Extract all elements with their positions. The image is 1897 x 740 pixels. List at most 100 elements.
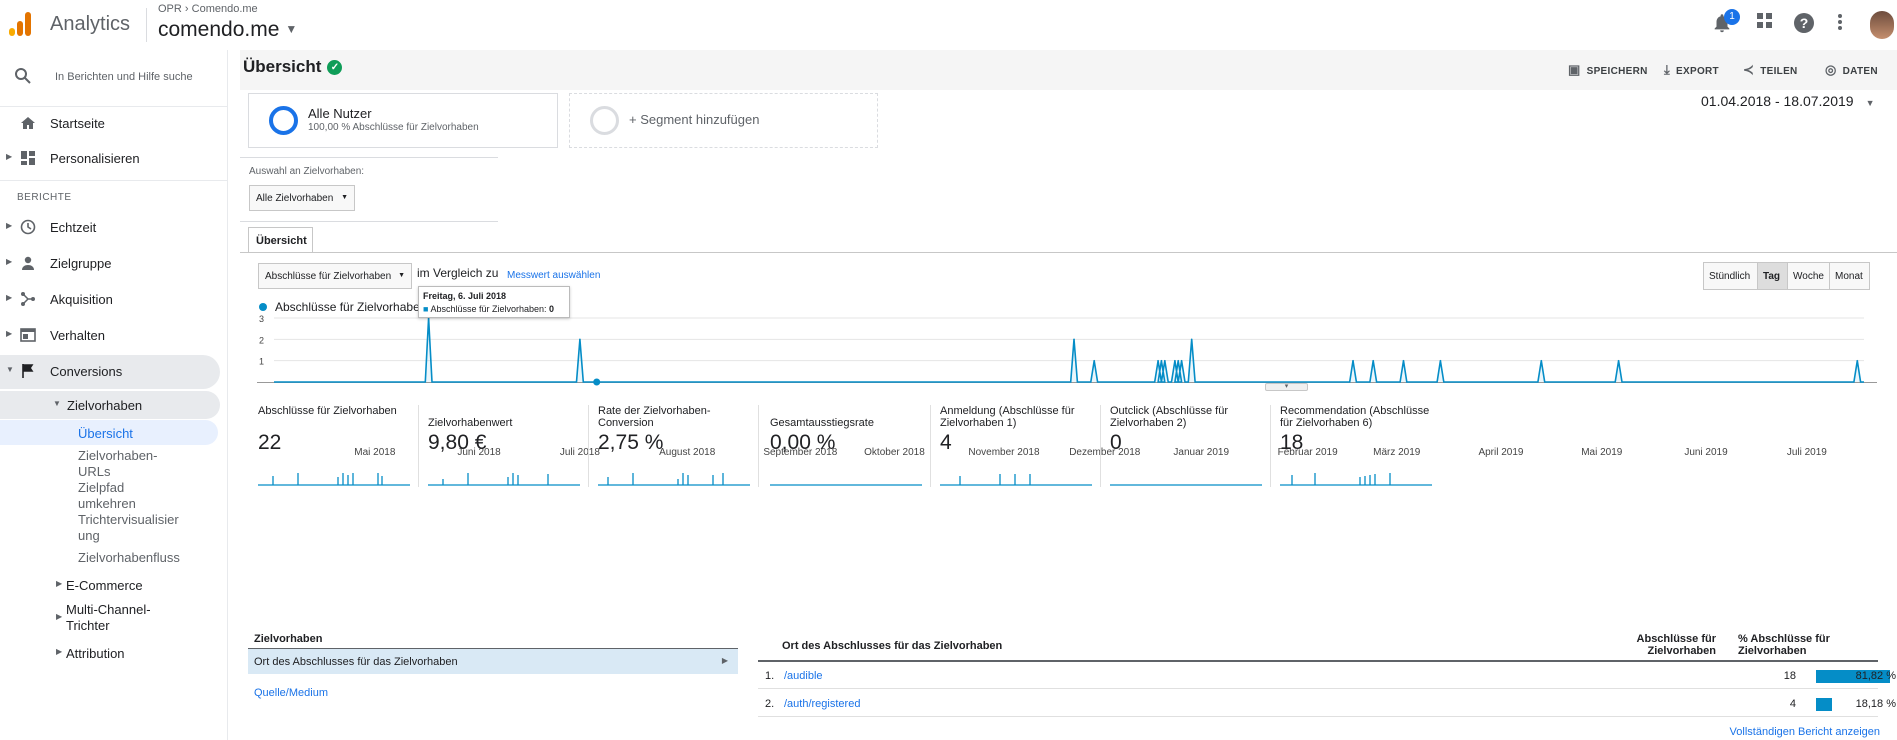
goal-dimension-link[interactable]: Quelle/Medium (254, 687, 328, 699)
metric-tile[interactable]: Rate der Zielvorhaben-Conversion 2,75 % (598, 405, 758, 487)
data-point[interactable] (1180, 359, 1183, 362)
apps-grid-icon[interactable] (1753, 12, 1777, 36)
goal-dimension-selected[interactable]: Ort des Abschlusses für das Zielvorhaben… (248, 648, 738, 674)
caret-down-icon[interactable]: ▼ (6, 365, 14, 374)
data-point[interactable] (1352, 359, 1354, 362)
add-segment-button[interactable]: + Segment hinzufügen (569, 93, 878, 148)
caret-right-icon[interactable]: ▶ (6, 329, 13, 338)
caret-down-icon[interactable]: ▼ (53, 399, 61, 408)
granularity-hourly[interactable]: Stündlich (1703, 262, 1758, 290)
data-point[interactable] (1073, 338, 1075, 341)
search-input[interactable]: In Berichten und Hilfe suche (55, 71, 193, 83)
segment-description: 100,00 % Abschlüsse für Zielvorhaben (308, 122, 479, 133)
caret-right-icon[interactable]: ▶ (56, 647, 63, 656)
sidebar-item-zielpfad-umkehren[interactable]: Zielpfad umkehren (78, 480, 136, 512)
data-point[interactable] (1402, 359, 1405, 362)
tab-uebersicht[interactable]: Übersicht (248, 227, 313, 253)
clock-icon (19, 219, 37, 237)
series-line[interactable] (274, 317, 1864, 383)
sidebar-item-personalisieren[interactable]: ▶ Personalisieren (0, 142, 220, 176)
sidebar-item-multi-channel[interactable]: Multi-Channel- Trichter (66, 602, 151, 634)
data-point[interactable] (1164, 359, 1166, 362)
data-point[interactable] (1439, 359, 1442, 362)
granularity-month[interactable]: Monat (1829, 262, 1870, 290)
full-report-link[interactable]: Vollständigen Bericht anzeigen (1729, 726, 1880, 738)
sidebar-item-label: Trichtervisualisier (78, 512, 179, 527)
sidebar-item-ecommerce[interactable]: E-Commerce (66, 578, 143, 593)
date-range-picker[interactable]: 01.04.2018 - 18.07.2019 ▼ (1701, 93, 1875, 109)
acquisition-icon (19, 291, 37, 309)
data-point[interactable] (579, 338, 581, 341)
sidebar-item-zielvorhaben-urls[interactable]: Zielvorhaben- URLs (78, 448, 158, 480)
sidebar-item-conversions[interactable]: ▼ Conversions (0, 355, 220, 389)
metric-tile[interactable]: Zielvorhabenwert 9,80 € (428, 405, 588, 487)
data-point[interactable] (1157, 359, 1159, 362)
row-path-link[interactable]: /auth/registered (784, 698, 861, 710)
data-point[interactable] (1174, 359, 1176, 362)
hover-point[interactable] (593, 378, 601, 386)
caret-right-icon[interactable]: ▶ (6, 221, 13, 230)
granularity-week[interactable]: Woche (1787, 262, 1830, 290)
granularity-day[interactable]: Tag (1757, 262, 1788, 290)
caret-right-icon[interactable]: ▶ (56, 612, 63, 621)
sidebar-item-zielvorhaben[interactable]: ▼ Zielvorhaben (0, 391, 220, 419)
sidebar-item-label: Echtzeit (50, 220, 97, 235)
metric-value: 0 (1110, 431, 1122, 454)
sidebar-item-echtzeit[interactable]: ▶ Echtzeit (0, 211, 220, 245)
data-point[interactable] (1160, 359, 1163, 362)
row-path-link[interactable]: /audible (784, 670, 823, 682)
metric-select-value: Abschlüsse für Zielvorhaben (265, 271, 392, 282)
save-button[interactable]: ▣ SPEICHERN (1568, 62, 1648, 78)
line-chart[interactable]: 3 2 1 (257, 314, 1877, 386)
share-button[interactable]: ≺ TEILEN (1743, 62, 1798, 78)
sidebar-item-attribution[interactable]: Attribution (66, 646, 125, 661)
breadcrumb-account[interactable]: OPR (158, 3, 182, 15)
property-name[interactable]: comendo.me (158, 18, 280, 41)
metric-tile[interactable]: Abschlüsse für Zielvorhaben 22 (258, 405, 418, 487)
metric-tile[interactable]: Gesamtausstiegsrate 0,00 % (770, 405, 930, 487)
data-point[interactable] (1540, 359, 1543, 362)
chart-scroll-handle[interactable]: ▾ (1265, 383, 1308, 391)
property-selector[interactable]: comendo.me ▼ (158, 18, 297, 42)
metric-select-dropdown[interactable]: Abschlüsse für Zielvorhaben ▼ (258, 263, 412, 289)
caret-right-icon[interactable]: ▶ (56, 579, 63, 588)
caret-right-icon[interactable]: ▶ (6, 293, 13, 302)
analytics-logo[interactable] (8, 10, 34, 36)
sidebar-item-akquisition[interactable]: ▶ Akquisition (0, 283, 220, 317)
breadcrumb[interactable]: OPR › Comendo.me (158, 3, 258, 15)
data-point[interactable] (1177, 359, 1180, 362)
goal-select-dropdown[interactable]: Alle Zielvorhaben ▼ (249, 185, 355, 211)
data-point[interactable] (1190, 338, 1193, 341)
caret-right-icon[interactable]: ▶ (6, 152, 13, 161)
sidebar-item-zielvorhabenfluss[interactable]: Zielvorhabenfluss (78, 550, 180, 565)
title-bar: Übersicht ✓ ▣ SPEICHERN ⤓ EXPORT ≺ TEILEN ◎ D… (240, 50, 1897, 90)
tooltip-date: Freitag, 6. Juli 2018 (423, 291, 507, 301)
avatar[interactable] (1870, 11, 1894, 39)
metric-tile[interactable]: Recommendation (Abschlüsse für Zielvorha… (1280, 405, 1440, 487)
help-icon[interactable]: ? (1792, 12, 1816, 36)
divider (418, 405, 419, 487)
metric-tile[interactable]: Anmeldung (Abschlüsse für Zielvorhaben 1… (940, 405, 1100, 487)
legend-dot (259, 303, 267, 311)
data-point[interactable] (1856, 359, 1859, 362)
export-button[interactable]: ⤓ EXPORT (1664, 62, 1719, 78)
sidebar-item-trichtervisualisierung[interactable]: Trichtervisualisier ung (78, 512, 179, 544)
data-point[interactable] (1617, 359, 1620, 362)
select-metric-link[interactable]: Messwert auswählen (507, 270, 601, 281)
sidebar-item-uebersicht[interactable]: Übersicht (0, 420, 218, 445)
chevron-down-icon[interactable]: ▼ (285, 22, 298, 36)
sidebar-item-startseite[interactable]: Startseite (0, 107, 220, 141)
data-button[interactable]: ◎ DATEN (1825, 62, 1878, 78)
sidebar-item-verhalten[interactable]: ▶ Verhalten (0, 319, 220, 353)
more-vert-icon[interactable] (1828, 12, 1852, 36)
metric-sparkline (770, 484, 922, 486)
data-point[interactable] (1093, 359, 1096, 362)
metric-tile[interactable]: Outclick (Abschlüsse für Zielvorhaben 2)… (1110, 405, 1270, 487)
segment-all-users[interactable]: Alle Nutzer 100,00 % Abschlüsse für Ziel… (248, 93, 558, 148)
dashboard-icon (19, 150, 37, 168)
sidebar-item-zielgruppe[interactable]: ▶ Zielgruppe (0, 247, 220, 281)
caret-right-icon[interactable]: ▶ (6, 257, 13, 266)
data-point[interactable] (1372, 359, 1375, 362)
breadcrumb-property[interactable]: Comendo.me (191, 3, 258, 15)
x-tick-label: Juli 2018 (559, 447, 600, 458)
